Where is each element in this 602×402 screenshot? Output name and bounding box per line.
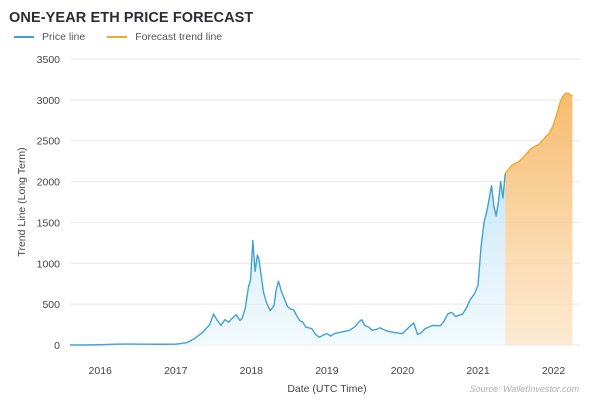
legend-swatch-forecast [107,36,128,38]
x-axis-ticks: 2016 2017 2018 2019 2020 2021 2022 [89,365,566,377]
legend-item-price[interactable]: Price line [14,31,85,43]
price-line [70,173,506,346]
x-tick-label: 2018 [240,365,264,377]
y-tick-label: 1000 [37,258,61,270]
forecast-line [504,92,573,174]
x-tick-label: 2016 [89,365,113,377]
x-tick-label: 2021 [466,365,490,377]
chart-title: ONE-YEAR ETH PRICE FORECAST [9,10,254,26]
legend-label-forecast: Forecast trend line [135,31,223,43]
forecast-area [505,93,573,345]
y-tick-label: 3000 [37,95,61,107]
price-area [70,173,506,345]
x-tick-label: 2020 [391,365,415,377]
y-tick-label: 500 [42,299,60,311]
legend-label-price: Price line [42,31,86,43]
y-tick-label: 0 [54,340,60,352]
x-tick-label: 2022 [542,365,566,377]
y-tick-label: 2500 [37,136,61,148]
x-axis-label: Date (UTC Time) [287,383,366,395]
x-tick-label: 2017 [164,365,188,377]
legend-swatch-price [14,36,34,38]
series-layer [70,92,573,346]
y-tick-label: 1500 [37,217,61,229]
legend-item-forecast[interactable]: Forecast trend line [107,31,222,43]
y-axis-ticks: 0 500 1000 1500 2000 2500 3000 3500 [37,54,61,352]
y-tick-label: 2000 [37,177,61,189]
source-note: Source: WalletInvestor.com [469,384,579,394]
legend: Price line Forecast trend line [14,31,244,43]
y-axis-label: Trend Line (Long Term) [16,147,28,256]
x-tick-label: 2019 [315,365,339,377]
y-tick-label: 3500 [37,54,61,66]
